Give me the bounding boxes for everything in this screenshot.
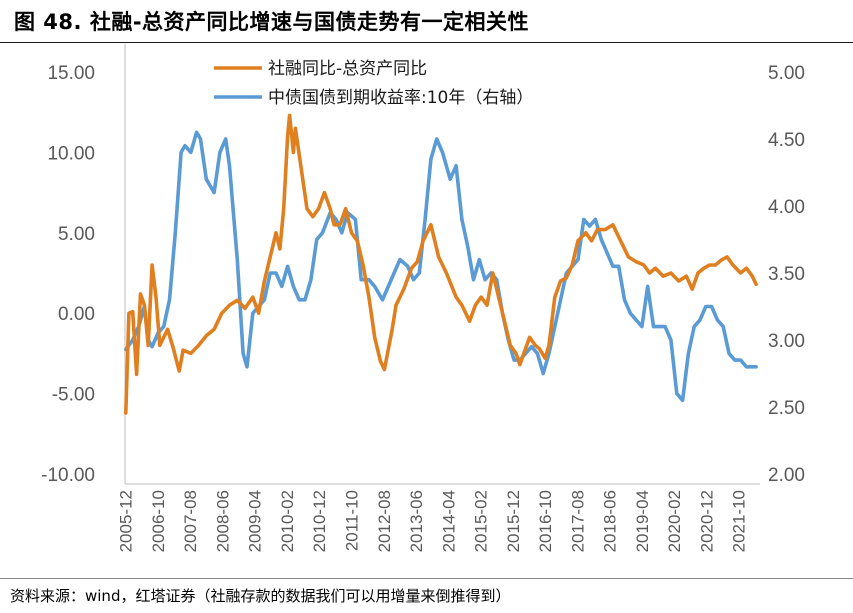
- source-note: 资料来源：wind，红塔证券（社融存款的数据我们可以用增量来倒推得到）: [10, 587, 511, 605]
- x-tick-label: 2012-08: [375, 490, 394, 552]
- x-tick-label: 2015-12: [504, 490, 523, 552]
- y-right-tick-label: 4.00: [768, 197, 805, 218]
- x-tick-label: 2010-02: [278, 490, 297, 552]
- x-tick-label: 2006-10: [149, 490, 168, 552]
- legend-label-2: 中债国债到期收益率:10年（右轴）: [268, 88, 533, 108]
- y-right-tick-label: 3.50: [768, 264, 805, 285]
- x-tick-label: 2005-12: [117, 490, 136, 552]
- y-right-tick-label: 2.50: [768, 398, 805, 419]
- x-tick-label: 2015-02: [472, 490, 491, 552]
- x-tick-label: 2016-10: [536, 490, 555, 552]
- title-divider: [0, 42, 853, 43]
- y-left-tick-label: 10.00: [47, 143, 95, 164]
- x-tick-label: 2020-02: [665, 490, 684, 552]
- x-tick-label: 2020-12: [697, 490, 716, 552]
- y-right-tick-label: 3.00: [768, 331, 805, 352]
- y-right-tick-label: 4.50: [768, 130, 805, 151]
- y-left-tick-label: 15.00: [47, 63, 95, 84]
- x-tick-label: 2014-04: [439, 490, 458, 552]
- line-chart: 15.00 10.00 5.00 0.00 -5.00 -10.00 5.00 4.50 4.…: [41, 44, 805, 552]
- x-tick-label: 2007-08: [181, 490, 200, 552]
- x-tick-label: 2013-06: [407, 490, 426, 552]
- y-left-tick-label: 5.00: [58, 224, 95, 245]
- legend-label-1: 社融同比-总资产同比: [268, 59, 427, 79]
- y-left-tick-label: -10.00: [41, 465, 95, 486]
- x-tick-label: 2008-06: [213, 490, 232, 552]
- y-right-tick-label: 5.00: [768, 63, 805, 84]
- x-tick-label: 2019-04: [633, 490, 652, 552]
- x-tick-label: 2010-12: [310, 490, 329, 552]
- y-left-tick-label: 0.00: [58, 304, 95, 325]
- x-tick-label: 2009-04: [246, 490, 265, 552]
- y-right-tick-label: 2.00: [768, 465, 805, 486]
- figure-title: 图 48. 社融-总资产同比增速与国债走势有一定相关性: [14, 10, 530, 34]
- series-line-2: [124, 130, 758, 403]
- x-tick-label: 2017-08: [568, 490, 587, 552]
- x-tick-label: 2018-06: [601, 490, 620, 552]
- y-left-tick-label: -5.00: [52, 385, 95, 406]
- series-line-1: [124, 113, 758, 415]
- x-tick-label: 2011-10: [343, 490, 362, 551]
- x-tick-label: 2021-10: [730, 490, 749, 552]
- source-divider: [0, 578, 853, 579]
